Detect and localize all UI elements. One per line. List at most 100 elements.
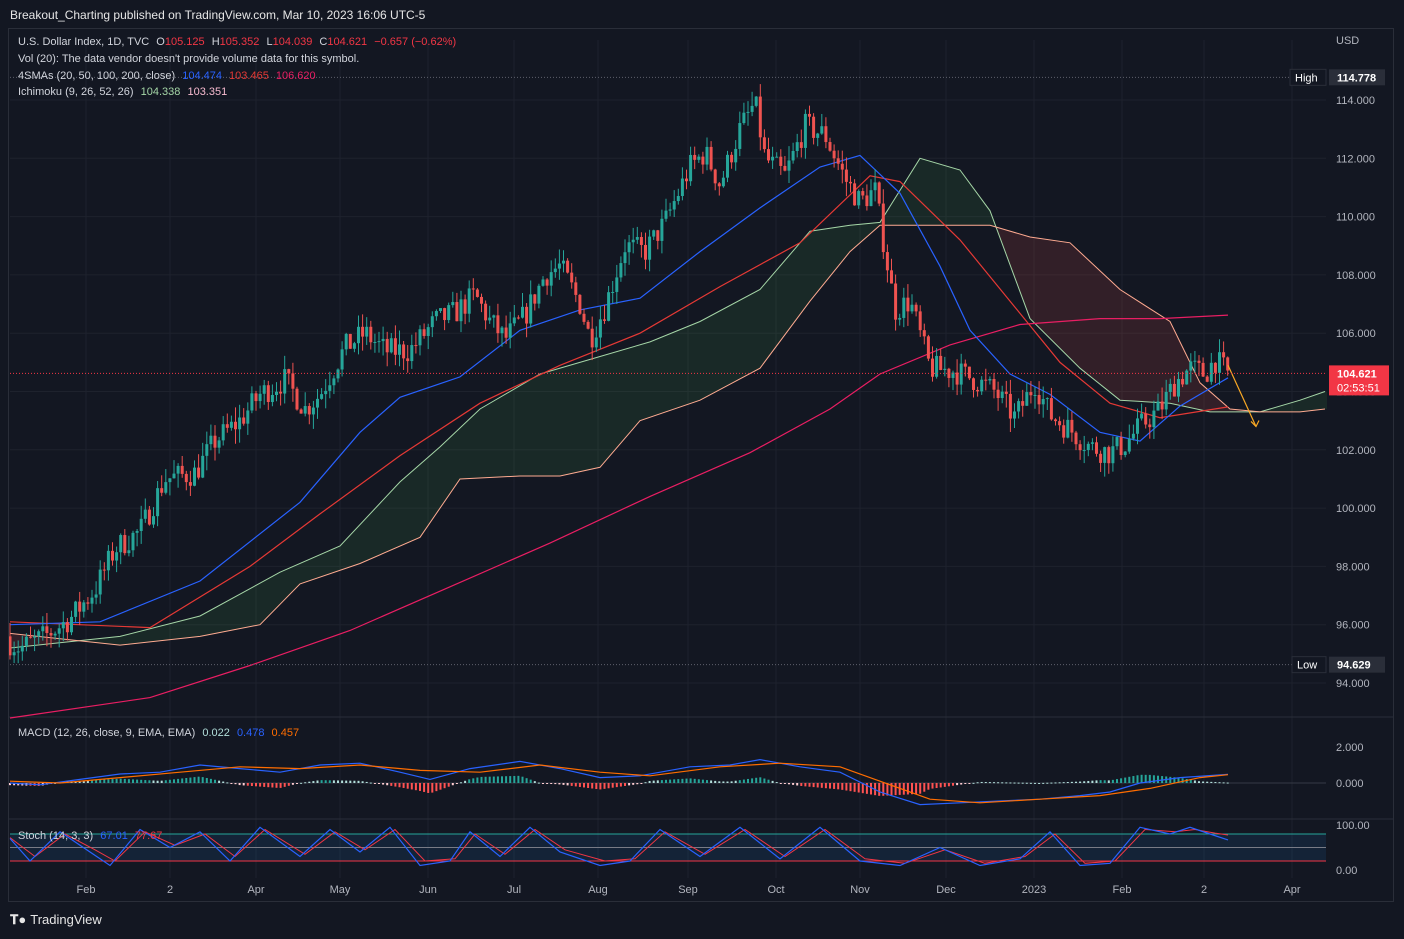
macd-histogram-bar — [1218, 782, 1221, 784]
macd-histogram-bar — [542, 783, 544, 784]
cloud-segment — [289, 566, 292, 596]
cloud-segment — [1312, 394, 1315, 411]
candle-body — [631, 239, 635, 243]
cloud-segment — [1276, 406, 1279, 412]
cloud-segment — [1285, 403, 1288, 412]
cloud-segment — [343, 539, 346, 570]
cloud-segment — [205, 611, 208, 636]
publish-header: Breakout_Charting published on TradingVi… — [0, 0, 1404, 28]
cloud-segment — [373, 507, 376, 558]
candle-body — [119, 535, 123, 553]
macd-histogram-bar — [898, 783, 901, 795]
macd-histogram-bar — [476, 777, 479, 783]
cloud-segment — [505, 392, 508, 477]
macd-histogram-bar — [1132, 776, 1135, 783]
macd-histogram-bar — [275, 783, 278, 788]
cloud-segment — [1114, 283, 1117, 398]
cloud-segment — [349, 533, 352, 568]
candle-body — [1070, 419, 1074, 433]
cloud-segment — [1126, 293, 1129, 401]
macd-histogram-bar — [939, 783, 942, 788]
cloud-segment — [193, 616, 196, 638]
candle-body — [291, 373, 295, 389]
cloud-segment — [766, 278, 769, 361]
macd-histogram-bar — [833, 783, 836, 789]
cloud-segment — [1048, 239, 1051, 340]
macd-histogram-bar — [501, 776, 503, 783]
candle-body — [406, 358, 410, 362]
cloud-segment — [1099, 269, 1102, 386]
cloud-segment — [1138, 301, 1141, 402]
candle-body — [799, 142, 803, 148]
cloud-segment — [643, 343, 646, 420]
candle-body — [193, 467, 196, 486]
stoch-k-value: 67.01 — [100, 830, 128, 842]
cloud-segment — [457, 427, 460, 484]
candle-body — [1037, 394, 1041, 405]
cloud-segment — [1282, 404, 1285, 412]
cloud-segment — [1195, 372, 1198, 410]
candle-body — [775, 156, 779, 158]
time-tick-label: Aug — [588, 884, 608, 896]
macd-histogram-bar — [685, 778, 688, 783]
chart-frame — [8, 28, 1394, 902]
cloud-segment — [406, 473, 409, 544]
candle-body — [1136, 418, 1139, 434]
cloud-segment — [1183, 348, 1186, 407]
macd-histogram-bar — [587, 783, 590, 788]
candle-body — [430, 316, 434, 328]
cloud-segment — [703, 318, 706, 399]
cloud-segment — [1030, 237, 1033, 322]
candle-body — [176, 465, 180, 474]
candle-body — [525, 306, 529, 324]
cloud-segment — [829, 227, 832, 278]
macd-histogram-bar — [984, 782, 987, 784]
candle-body — [754, 96, 758, 106]
cloud-segment — [1087, 258, 1090, 377]
cloud-segment — [901, 183, 904, 226]
cloud-segment — [949, 166, 952, 226]
macd-histogram-bar — [201, 777, 204, 783]
stoch-k-line — [9, 826, 1229, 867]
candle-body — [697, 156, 701, 160]
macd-histogram-bar — [91, 780, 93, 783]
macd-histogram-bar — [1091, 780, 1094, 783]
low-badge-label: Low — [1297, 660, 1317, 672]
macd-histogram-bar — [324, 780, 327, 783]
candle-body — [1049, 398, 1053, 420]
macd-histogram-bar — [9, 783, 11, 786]
cloud-segment — [1063, 241, 1066, 355]
candle-body — [209, 435, 213, 445]
candle-body — [402, 344, 406, 359]
candle-body — [24, 636, 28, 646]
macd-histogram-bar — [517, 775, 520, 783]
macd-histogram-bar — [439, 783, 442, 790]
macd-histogram-bar — [197, 776, 200, 783]
candle-body — [82, 602, 86, 612]
macd-histogram-bar — [1189, 779, 1192, 783]
cloud-segment — [655, 338, 658, 416]
cloud-segment — [808, 231, 811, 304]
macd-histogram-bar — [952, 783, 954, 786]
candle-body — [74, 601, 78, 617]
macd-histogram-bar — [734, 780, 737, 783]
candle-body — [160, 488, 164, 493]
cloud-segment — [733, 302, 736, 383]
volume-note: Vol (20): The data vendor doesn't provid… — [18, 53, 360, 65]
candle-body — [1213, 362, 1217, 373]
cloud-segment — [451, 433, 454, 493]
cloud-segment — [802, 237, 805, 312]
cloud-segment — [211, 608, 214, 635]
cloud-segment — [1318, 392, 1321, 410]
macd-histogram-bar — [591, 783, 594, 789]
candle-body — [750, 105, 754, 112]
candle-body — [143, 509, 147, 519]
macd-histogram-bar — [455, 783, 458, 784]
cloud-segment — [109, 637, 112, 645]
candle-body — [201, 455, 205, 478]
cloud-segment — [379, 501, 382, 556]
cloud-segment — [112, 636, 115, 645]
candle-body — [808, 113, 811, 117]
candle-body — [1062, 425, 1066, 438]
